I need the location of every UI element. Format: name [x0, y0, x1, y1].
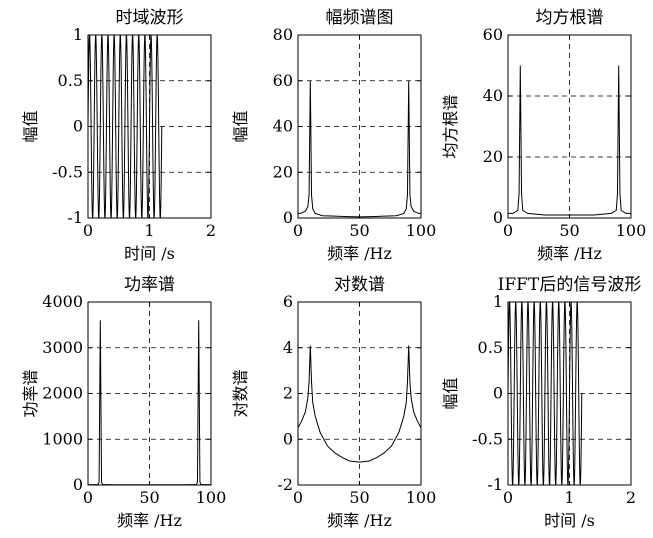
- series-line: [297, 345, 422, 463]
- x-tick-label: 0: [83, 221, 93, 240]
- series-line: [87, 34, 163, 219]
- x-axis-label: 频率 /Hz: [117, 511, 182, 530]
- x-tick-label: 0: [293, 488, 303, 507]
- y-tick-label: 0.5: [58, 71, 83, 90]
- series-line: [507, 301, 583, 486]
- series-line: [298, 80, 421, 218]
- y-tick-label: -1: [67, 208, 83, 227]
- y-tick-label: -2: [277, 475, 293, 494]
- x-axis-label: 频率 /Hz: [537, 244, 602, 263]
- y-axis-label: 幅值: [441, 377, 460, 409]
- series-line: [508, 65, 631, 216]
- x-tick-label: 100: [406, 221, 437, 240]
- y-tick-label: 0: [73, 117, 83, 136]
- y-tick-label: 0: [73, 475, 83, 494]
- x-tick-label: 100: [616, 221, 647, 240]
- chart-title: 时域波形: [116, 8, 184, 28]
- y-tick-label: 4: [283, 338, 293, 357]
- y-tick-label: 0.5: [478, 338, 503, 357]
- y-tick-label: 20: [273, 162, 293, 181]
- y-tick-label: 0: [493, 384, 503, 403]
- y-tick-label: 80: [273, 25, 293, 44]
- x-tick-label: 100: [196, 488, 227, 507]
- y-tick-label: 3000: [42, 338, 83, 357]
- x-tick-label: 50: [349, 221, 369, 240]
- x-tick-label: 2: [206, 221, 216, 240]
- y-tick-label: 4000: [42, 292, 83, 311]
- y-axis-label: 功率谱: [21, 369, 40, 417]
- x-axis-label: 时间 /s: [544, 511, 595, 530]
- x-tick-label: 100: [406, 488, 437, 507]
- x-tick-label: 50: [559, 221, 579, 240]
- y-tick-label: 1: [493, 292, 503, 311]
- y-tick-label: 60: [483, 25, 503, 44]
- y-tick-label: 60: [273, 71, 293, 90]
- y-tick-label: -1: [487, 475, 503, 494]
- y-axis-label: 幅值: [21, 110, 40, 142]
- x-tick-label: 2: [626, 488, 636, 507]
- y-tick-label: 2: [283, 384, 293, 403]
- chart-title: IFFT后的信号波形: [498, 275, 642, 295]
- chart-title: 幅频谱图: [326, 8, 394, 28]
- x-tick-label: 0: [503, 488, 513, 507]
- x-axis-label: 时间 /s: [124, 244, 175, 263]
- y-tick-label: -0.5: [52, 162, 83, 181]
- y-tick-label: 40: [273, 117, 293, 136]
- x-tick-label: 0: [83, 488, 93, 507]
- x-axis-label: 频率 /Hz: [327, 511, 392, 530]
- x-tick-label: 50: [139, 488, 159, 507]
- chart-title: 均方根谱: [536, 8, 604, 28]
- y-tick-label: -0.5: [472, 429, 503, 448]
- x-tick-label: 0: [503, 221, 513, 240]
- y-tick-label: 0: [493, 208, 503, 227]
- chart-title: 功率谱: [124, 275, 175, 295]
- y-tick-label: 0: [283, 429, 293, 448]
- x-axis-label: 频率 /Hz: [327, 244, 392, 263]
- y-tick-label: 0: [283, 208, 293, 227]
- x-tick-label: 1: [564, 488, 574, 507]
- y-axis-label: 均方根谱: [441, 94, 460, 158]
- x-tick-label: 0: [293, 221, 303, 240]
- y-tick-label: 6: [283, 292, 293, 311]
- y-tick-label: 1: [73, 25, 83, 44]
- y-tick-label: 2000: [42, 384, 83, 403]
- y-axis-label: 对数谱: [231, 369, 250, 417]
- y-tick-label: 20: [483, 147, 503, 166]
- y-tick-label: 40: [483, 86, 503, 105]
- y-tick-label: 1000: [42, 429, 83, 448]
- chart-title: 对数谱: [334, 275, 385, 295]
- y-axis-label: 幅值: [231, 110, 250, 142]
- series-line: [87, 320, 212, 486]
- x-tick-label: 50: [349, 488, 369, 507]
- x-tick-label: 1: [144, 221, 154, 240]
